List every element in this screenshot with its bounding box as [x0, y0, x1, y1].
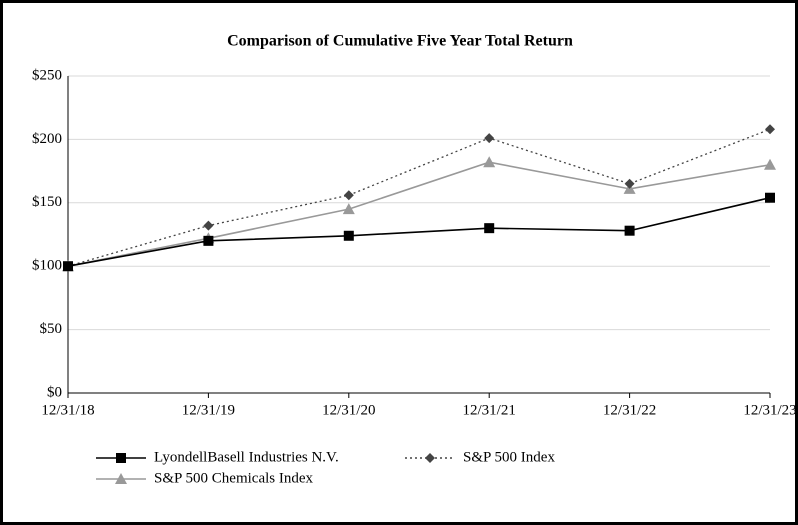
marker — [342, 203, 355, 215]
y-tick-label: $0 — [47, 384, 62, 400]
legend-label: S&P 500 Chemicals Index — [154, 470, 314, 486]
marker — [624, 178, 635, 189]
x-tick-label: 12/31/19 — [182, 402, 235, 418]
series-line — [67, 196, 771, 267]
y-tick-label: $50 — [40, 321, 63, 337]
x-tick-label: 12/31/22 — [603, 402, 656, 418]
marker — [764, 158, 776, 170]
x-tick-label: 12/31/18 — [41, 402, 94, 418]
chart-title: Comparison of Cumulative Five Year Total… — [227, 33, 573, 50]
x-tick-label: 12/31/20 — [322, 402, 375, 418]
series-line — [67, 161, 771, 267]
marker — [115, 473, 127, 484]
legend-label: S&P 500 Index — [463, 449, 555, 465]
marker — [116, 453, 126, 463]
marker — [425, 453, 435, 463]
marker — [484, 133, 495, 144]
marker — [63, 261, 73, 272]
y-tick-label: $200 — [32, 131, 62, 147]
x-tick-label: 12/31/23 — [743, 402, 796, 418]
y-tick-label: $250 — [32, 67, 62, 83]
marker — [765, 192, 775, 203]
x-tick-label: 12/31/21 — [463, 402, 516, 418]
legend-label: LyondellBasell Industries N.V. — [154, 449, 339, 465]
y-tick-label: $150 — [32, 194, 62, 210]
marker — [624, 225, 635, 236]
marker — [765, 124, 775, 135]
marker — [483, 156, 496, 168]
y-tick-label: $100 — [32, 258, 62, 274]
marker — [343, 230, 354, 241]
marker — [203, 235, 214, 246]
marker — [484, 223, 495, 234]
marker — [343, 190, 354, 201]
series-line — [67, 128, 771, 267]
marker — [203, 220, 214, 231]
